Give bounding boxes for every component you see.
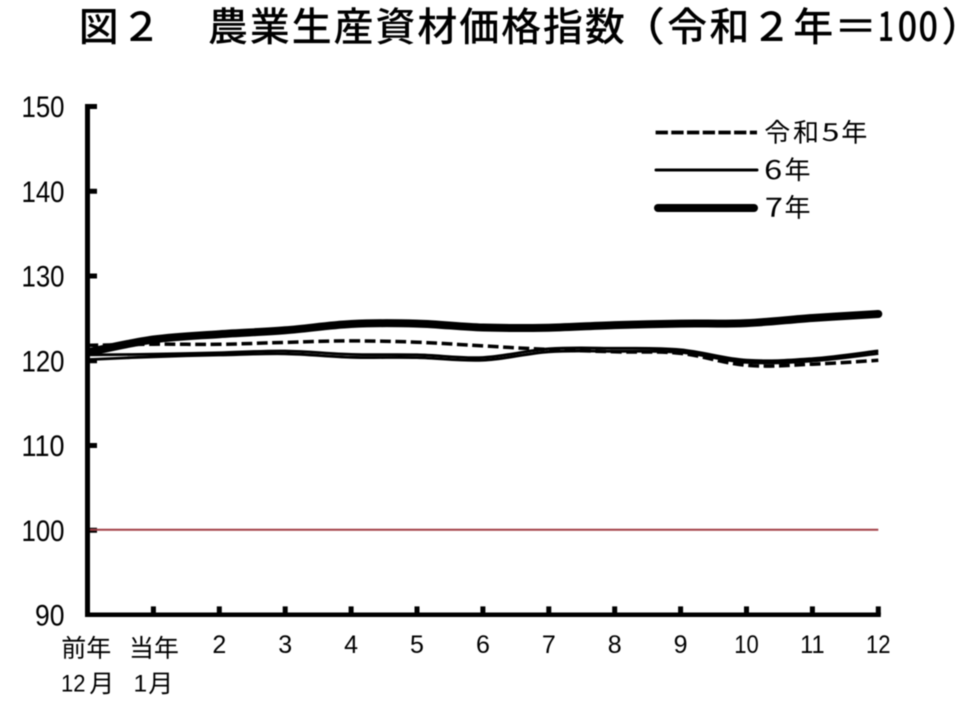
svg-text:3: 3	[278, 631, 292, 659]
svg-text:2: 2	[212, 631, 226, 659]
svg-text:12: 12	[866, 631, 891, 659]
svg-text:7: 7	[542, 631, 556, 659]
svg-text:6: 6	[476, 631, 490, 659]
svg-text:110: 110	[22, 430, 65, 463]
svg-text:130: 130	[22, 261, 65, 294]
svg-text:90: 90	[35, 600, 65, 633]
svg-text:100: 100	[22, 515, 65, 548]
svg-text:1: 1	[134, 671, 148, 698]
svg-text:5: 5	[410, 631, 424, 659]
svg-text:150: 150	[22, 91, 65, 124]
svg-text:4: 4	[344, 631, 358, 659]
svg-text:12: 12	[61, 671, 86, 698]
svg-text:8: 8	[608, 631, 622, 659]
svg-text:10: 10	[734, 631, 759, 659]
svg-text:11: 11	[800, 631, 825, 659]
svg-text:9: 9	[674, 631, 688, 659]
svg-text:140: 140	[22, 176, 65, 209]
svg-text:120: 120	[22, 345, 65, 378]
